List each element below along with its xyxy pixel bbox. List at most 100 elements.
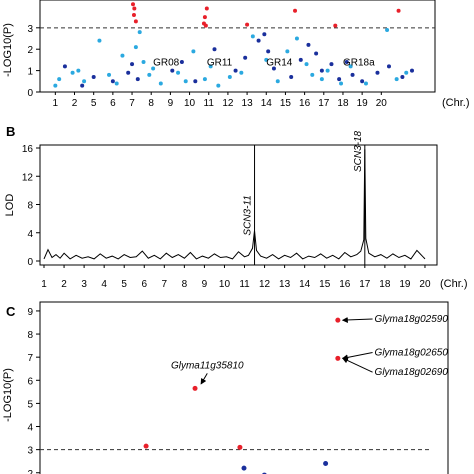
snp-point	[394, 77, 399, 82]
snp-point	[131, 12, 136, 17]
snp-point	[396, 8, 401, 13]
snp-point	[158, 81, 163, 86]
snp-point	[203, 23, 208, 28]
panel-b-label: B	[6, 124, 15, 139]
snp-point	[110, 79, 115, 84]
chromosome-label: 12	[222, 98, 234, 109]
gene-point	[241, 465, 247, 471]
snp-point	[344, 60, 349, 65]
chromosome-label: 17	[359, 279, 371, 290]
chromosome-label: 15	[319, 279, 331, 290]
snp-point	[289, 75, 294, 80]
snp-point	[135, 77, 140, 82]
panel-c-ytick-label: 8	[27, 330, 33, 341]
chromosome-label: 13	[242, 98, 254, 109]
chromosome-label: 9	[168, 98, 174, 109]
panel-b-ylabel: LOD	[4, 194, 16, 217]
chromosome-label: 11	[239, 279, 250, 290]
snp-point	[132, 6, 137, 11]
panel-c: C 2 3 4 5 6 7 8 9 Glyma11g35810 Glyma18g02590 Gly…	[2, 301, 449, 474]
snp-point	[76, 68, 81, 73]
panel-c-label: C	[6, 304, 16, 319]
chromosome-label: 15	[280, 98, 292, 109]
panel-a-ylabel: -LOG10(P)	[2, 23, 14, 77]
snp-point	[319, 77, 324, 82]
panel-b-ytick-label: 16	[22, 144, 34, 155]
gene-point	[323, 461, 329, 467]
snp-point	[293, 8, 298, 13]
snp-point	[245, 22, 250, 27]
chromosome-label: 8	[182, 279, 188, 290]
snp-point	[141, 60, 146, 65]
region-label: GR08	[153, 57, 180, 68]
snp-point	[262, 32, 267, 37]
panel-c-ytick-label: 3	[27, 446, 33, 457]
chromosome-label: 14	[261, 98, 273, 109]
snp-point	[70, 70, 75, 75]
snp-point	[250, 34, 255, 39]
chromosome-label: 19	[357, 98, 369, 109]
gene-label: Glyma18g02590	[375, 314, 449, 325]
panel-b-ytick-label: 0	[27, 257, 33, 268]
snp-point	[375, 70, 380, 75]
snp-point	[304, 62, 309, 67]
snp-point	[212, 47, 217, 52]
snp-point	[176, 70, 181, 75]
snp-point	[404, 70, 409, 75]
panel-c-ytick-label: 6	[27, 376, 33, 387]
snp-point	[243, 55, 248, 60]
panel-c-ylabel: -LOG10(P)	[2, 368, 14, 422]
snp-point	[256, 38, 261, 43]
panel-c-frame	[39, 301, 449, 474]
snp-point	[130, 2, 135, 7]
chromosome-label: 2	[61, 279, 67, 290]
chromosome-label: 20	[419, 279, 431, 290]
chromosome-label: 5	[121, 279, 127, 290]
panel-b-x-unit: (Chr.)	[440, 278, 468, 290]
chromosome-label: 5	[91, 98, 97, 109]
chromosome-label: 20	[376, 98, 388, 109]
chromosome-label: 3	[81, 279, 87, 290]
gene-point	[335, 355, 341, 361]
snp-point	[204, 6, 209, 11]
snp-point	[202, 15, 207, 20]
snp-point	[179, 60, 184, 65]
snp-point	[360, 79, 365, 84]
qtl-label: SCN3-18	[353, 130, 364, 172]
chromosome-label: 14	[299, 279, 311, 290]
chromosome-label: 19	[399, 279, 411, 290]
snp-point	[339, 81, 344, 86]
snp-point	[337, 77, 342, 82]
snp-point	[191, 49, 196, 54]
chromosome-label: 16	[339, 279, 351, 290]
snp-point	[80, 83, 85, 88]
snp-point	[306, 42, 311, 47]
snp-point	[120, 53, 125, 58]
snp-point	[91, 75, 96, 80]
snp-point	[216, 83, 221, 88]
snp-point	[329, 62, 334, 67]
gene-label: Glyma18g02650	[375, 348, 449, 359]
gene-arrow	[200, 373, 208, 385]
gene-point	[192, 385, 198, 391]
chromosome-label: 4	[101, 279, 107, 290]
gene-arrow	[341, 316, 373, 323]
chromosome-label: 16	[299, 98, 311, 109]
snp-point	[227, 75, 232, 80]
snp-point	[325, 68, 330, 73]
snp-point	[53, 83, 58, 88]
chromosome-label: 1	[41, 279, 47, 290]
panel-a-frame	[39, 0, 436, 93]
qtl-label: SCN3-11	[243, 195, 254, 235]
snp-point	[233, 68, 238, 73]
chromosome-label: 10	[219, 279, 231, 290]
gene-point	[143, 443, 149, 449]
snp-point	[133, 19, 138, 24]
gene-label: Glyma11g35810	[171, 361, 244, 372]
chromosome-label: 11	[204, 98, 215, 109]
panel-a-ytick-label: 1	[27, 67, 33, 78]
chromosome-label: 6	[141, 279, 147, 290]
